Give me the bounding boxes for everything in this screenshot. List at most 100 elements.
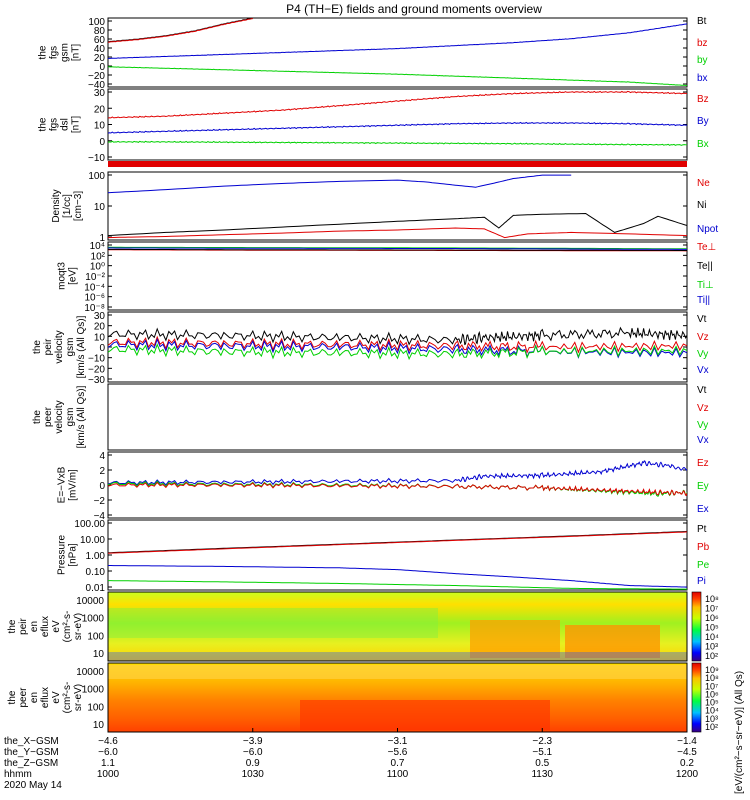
legend-Te||: Te|| (697, 261, 713, 272)
xtick-label: 1030 (242, 769, 265, 780)
series-line-bz (108, 18, 253, 43)
state-bar (108, 161, 687, 167)
ylabel-line: the (38, 45, 49, 59)
ytick-label: −20 (88, 364, 105, 375)
peer-top-band (108, 665, 687, 679)
ytick-label: −4 (94, 511, 106, 522)
colorbar-tick-label: 10⁶ (705, 613, 719, 623)
series-line-Ti⊥ (108, 246, 687, 250)
ylabel-line: sr-eV) (73, 613, 84, 640)
ytick-label: 10000 (76, 667, 104, 678)
ylabel: Density[1/cc][cm−3] (51, 189, 84, 222)
ytick-label: 10⁻⁸ (84, 303, 105, 314)
ytick-label: −2 (94, 496, 106, 507)
spectrogram-peir_eflux-axes: 10000 1000 100 10 thepeirenefluxeV(cm²-s-sr-… (7, 596, 104, 660)
colorbar-tick-label: 10⁵ (705, 623, 719, 633)
ylabel-line: the (32, 340, 43, 354)
ylabel-line: [nPa] (68, 543, 79, 567)
colorbar-tick-label: 10⁶ (705, 689, 719, 699)
colorbar-tick-label: 10⁴ (705, 632, 719, 642)
colorbar-tick-label: 10⁹ (705, 665, 719, 675)
ytick-label: −10 (88, 153, 105, 164)
legend-Pt: Pt (697, 524, 707, 535)
colorbar-tick-label: 10⁴ (705, 706, 719, 716)
xtick-label: 1100 (387, 769, 409, 780)
ylabel-line: moqt3 (57, 262, 68, 290)
xtick-label: 0.9 (246, 758, 260, 769)
series-line-bx (108, 23, 687, 59)
colorbar-tick-label: 10⁷ (705, 681, 718, 691)
ylabel: E=−VxB[mV/m] (57, 466, 79, 503)
xtick-label: −3.9 (243, 736, 263, 747)
ylabel-line: fgs (49, 118, 60, 131)
ylabel-line: [nT] (71, 116, 82, 133)
xtick-label: −4.5 (677, 747, 697, 758)
ylabel-line: (cm²-s- (62, 611, 73, 643)
series-line-Pb (108, 531, 687, 554)
ylabel-line: [1/cc] (62, 194, 73, 218)
ytick-label: 10⁰ (90, 262, 105, 273)
colorbar-tick-label: 10⁸ (705, 594, 719, 604)
ylabel-line: gsm (65, 338, 76, 357)
colorbar-tick-label: 10² (705, 722, 718, 732)
ylabel-line: eV (51, 620, 62, 633)
series-line-Te|| (108, 248, 687, 251)
panel-fgs_dsl: 30 20 10 0 −10 thefgsdsl[nT] Bz By Bx (38, 88, 709, 164)
legend-Te⊥: Te⊥ (697, 242, 716, 253)
panel-frame (107, 241, 688, 311)
ytick-label: −10 (88, 354, 105, 365)
ylabel: thepeirenefluxeV(cm²-s-sr-eV) (7, 611, 84, 643)
series-line-Pe (108, 580, 687, 590)
legend-Vt: Vt (697, 385, 707, 396)
ylabel-line: [km/s (All Qs)] (76, 315, 87, 378)
ylabel-line: [km/s (All Qs)] (76, 385, 87, 448)
panel-frame (107, 88, 688, 161)
ytick-label: −30 (88, 375, 105, 386)
series-line-Ex (108, 460, 687, 486)
ylabel-line: peer (18, 687, 29, 708)
ytick-label: 20 (94, 104, 106, 115)
xaxis-row-label: the_Y−GSM (4, 747, 59, 758)
ylabel-line: gsm (60, 43, 71, 62)
ylabel-line: the (32, 410, 43, 424)
panel-density: 100 10 1 Density[1/cc][cm−3] Ne Ni Npot (51, 171, 718, 244)
legend-Ex: Ex (697, 504, 709, 515)
series-line-Bt (108, 18, 253, 43)
xtick-label: −6.0 (243, 747, 263, 758)
ytick-label: 2 (99, 466, 105, 477)
series-line-Vz (108, 335, 687, 354)
legend-Vt: Vt (697, 314, 707, 325)
ytick-label: 100 (87, 702, 104, 713)
ylabel-line: velocity (54, 330, 65, 363)
colorbar-top (691, 591, 702, 662)
legend-Pb: Pb (697, 542, 710, 553)
ytick-label: 20 (94, 322, 106, 333)
ylabel-line: peir (18, 617, 29, 634)
spectra-group: 10000100010010thepeirenefluxeV(cm²-s-sr-… (7, 591, 702, 733)
ytick-label: 30 (94, 88, 106, 99)
ytick-label: 1.00 (86, 551, 106, 562)
ylabel-line: en (29, 692, 40, 703)
ytick-label: 40 (94, 44, 106, 55)
ylabel-line: [eV] (68, 267, 79, 285)
series-line-Vy (108, 343, 687, 361)
xaxis-row-label: 2020 May 14 (4, 780, 62, 791)
ytick-label: 10 (94, 332, 106, 343)
xtick-label: 0.2 (680, 758, 694, 769)
peir-lowenergy-band (108, 652, 687, 661)
ylabel-line: eflux (40, 616, 51, 637)
legend-Vx: Vx (697, 435, 709, 446)
xaxis-row-label: the_X−GSM (4, 736, 59, 747)
legend-Ti⊥: Ti⊥ (697, 280, 714, 291)
xaxis-row-label: hhmm (4, 769, 32, 780)
legend-Vz: Vz (697, 403, 709, 414)
legend-Npot: Npot (697, 224, 718, 235)
legend-Vy: Vy (697, 349, 708, 360)
xtick-label: −3.1 (388, 736, 408, 747)
xtick-label: −2.3 (532, 736, 552, 747)
ylabel-line: the (7, 619, 18, 633)
ytick-label: 10⁻⁴ (84, 282, 105, 293)
ytick-label: 10.00 (80, 535, 105, 546)
